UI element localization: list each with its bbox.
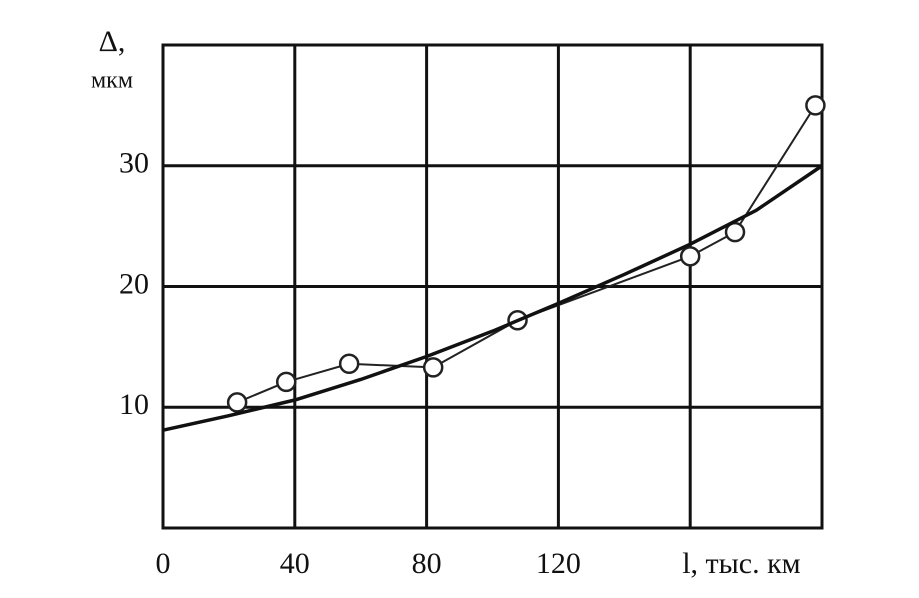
y-tick-label: 20 bbox=[119, 267, 149, 300]
data-point bbox=[422, 357, 444, 378]
data-point bbox=[338, 353, 360, 375]
x-tick-label: 80 bbox=[412, 547, 442, 580]
y-tick-label: 30 bbox=[119, 147, 149, 180]
x-tick-label: 120 bbox=[536, 547, 581, 580]
data-line bbox=[162, 164, 823, 432]
data-point bbox=[679, 246, 701, 267]
y-axis-unit: мкм bbox=[91, 68, 133, 94]
y-axis-symbol: Δ, bbox=[99, 25, 126, 58]
y-tick-label: 10 bbox=[119, 388, 149, 421]
data-line bbox=[236, 104, 817, 404]
data-point bbox=[805, 95, 826, 116]
x-tick-label: 40 bbox=[280, 547, 310, 580]
x-tick-label: 0 bbox=[156, 547, 171, 580]
data-point bbox=[226, 392, 248, 413]
data-point bbox=[275, 371, 297, 393]
x-axis-label: l, тыс. км bbox=[682, 547, 800, 580]
